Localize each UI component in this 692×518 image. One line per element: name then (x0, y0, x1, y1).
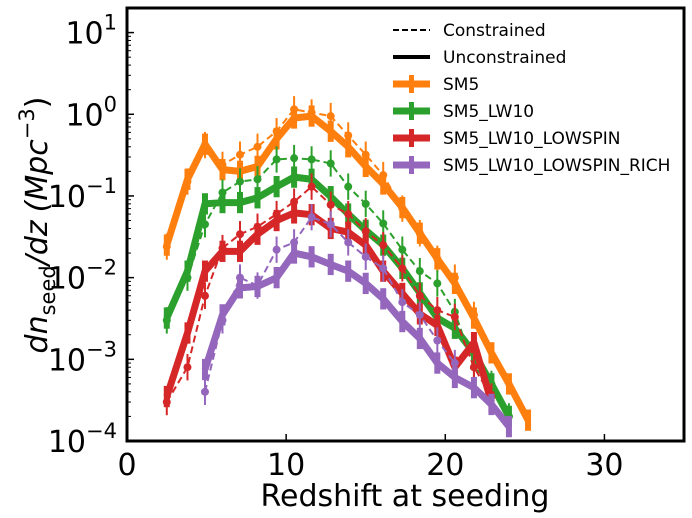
y-tick-exp: −4 (86, 419, 117, 443)
y-tick-label: 10−3 (48, 337, 117, 378)
x-tick-label: 10 (267, 448, 305, 483)
sm5-lw10-lowspin-rich-constrained-line (204, 215, 456, 393)
sm5-lw10-lowspin-rich-constrained-point (272, 245, 281, 254)
y-tick-label: 10−1 (48, 174, 117, 215)
legend: Constrained Unconstrained SM5 SM5_LW10 SM5_L… (393, 21, 670, 176)
sm5-lw10-lowspin-constrained-point (183, 363, 192, 372)
y-tick-base: 10 (65, 98, 103, 133)
x-tick-label: 30 (585, 448, 623, 483)
y-tick-exp: 1 (104, 11, 117, 35)
sm5-lw10-constrained-point (307, 155, 316, 164)
y-tick-exp: −2 (86, 256, 117, 280)
sm5-lw10-constrained-point (253, 175, 262, 184)
y-label-unit-exp: −3 (15, 108, 39, 139)
y-tick-exp: 0 (104, 92, 117, 116)
sm5-lw10-constrained-point (344, 182, 353, 191)
sm5-constrained-point (253, 142, 262, 151)
sm5-constrained-point (326, 112, 335, 121)
x-tick-label: 20 (426, 448, 464, 483)
x-tick-label: 0 (117, 448, 136, 483)
sm5-lw10-lowspin-rich-constrained-point (307, 213, 316, 222)
sm5-lw10-lowspin-constrained-point (361, 227, 370, 236)
legend-sm5-lw10-lowspin-label: SM5_LW10_LOWSPIN (443, 129, 620, 149)
sm5-lw10-lowspin-constrained-point (450, 312, 459, 321)
sm5-lw10-lowspin-rich-constrained-point (379, 264, 388, 273)
plot-frame (125, 6, 686, 443)
sm5-constrained-line (165, 108, 475, 316)
sm5-lw10-lowspin-rich-constrained-point (433, 336, 442, 345)
legend-sm5-label: SM5 (443, 75, 479, 95)
y-label-dz: /dz (20, 219, 55, 268)
sm5-lw10-constrained-point (433, 279, 442, 288)
sm5-lw10-lowspin-rich-constrained-point (415, 310, 424, 319)
y-tick-label: 10−4 (48, 419, 117, 460)
sm5-lw10-lowspin-rich-constrained-point (326, 220, 335, 229)
sm5-lw10-constrained-point (290, 154, 299, 163)
x-axis: 0 10 20 30 (117, 434, 624, 483)
y-tick-base: 10 (48, 425, 86, 460)
y-label-sub: seed (36, 265, 60, 315)
legend-sm5-lw10-label: SM5_LW10 (443, 102, 534, 122)
sm5-lw10-lowspin-rich-constrained-point (200, 387, 209, 396)
y-tick-base: 10 (48, 180, 86, 215)
y-tick-base: 10 (65, 17, 103, 52)
x-axis-label: Redshift at seeding (261, 479, 550, 514)
sm5-lw10-constrained-point (272, 155, 281, 164)
sm5-lw10-lowspin-constrained-point (307, 182, 316, 191)
legend-unconstrained-label: Unconstrained (443, 48, 566, 68)
y-label-dn: dn (20, 315, 55, 353)
y-tick-base: 10 (48, 262, 86, 297)
plot-background (127, 8, 684, 441)
sm5-lw10-lowspin-constrained-point (235, 230, 244, 239)
legend-sm5-lw10-lowspin-rich-label: SM5_LW10_LOWSPIN_RICH (443, 156, 670, 176)
sm5-lw10-lowspin-constrained-point (469, 363, 478, 372)
sm5-lw10-constrained-point (361, 199, 370, 208)
sm5-lw10-lowspin-constrained-point (326, 200, 335, 209)
sm5-lw10-constrained-point (235, 177, 244, 186)
y-tick-exp: −1 (86, 174, 117, 198)
legend-constrained-label: Constrained (443, 21, 546, 41)
y-tick-label: 100 (65, 92, 117, 133)
y-tick-base: 10 (48, 343, 86, 378)
y-axis-label: dnseed/dz (Mpc−3) (15, 97, 60, 354)
sm5-constrained-point (235, 150, 244, 159)
y-tick-label: 10−2 (48, 256, 117, 297)
sm5-lw10-lowspin-constrained-point (433, 306, 442, 315)
sm5-lw10-lowspin-rich-constrained-point (450, 359, 459, 368)
sm5-lw10-lowspin-rich-constrained-point (361, 252, 370, 261)
sm5-lw10-constrained-point (326, 159, 335, 168)
sm5-lw10-lowspin-constrained-point (344, 210, 353, 219)
series-layer (162, 96, 532, 438)
sm5-lw10-lowspin-constrained-point (200, 291, 209, 300)
y-label-unit: (Mpc (20, 139, 55, 213)
y-tick-exp: −3 (86, 337, 117, 361)
sm5-lw10-constrained-point (398, 245, 407, 254)
y-label-unit-close: ) (20, 97, 55, 109)
sm5-lw10-lowspin-constrained-point (415, 291, 424, 300)
sm5-lw10-constrained-point (415, 267, 424, 276)
sm5-lw10-lowspin-constrained-point (379, 241, 388, 250)
y-tick-label: 101 (65, 11, 117, 52)
sm5-lw10-lowspin-constrained-point (398, 264, 407, 273)
sm5-lw10-constrained-point (379, 219, 388, 228)
sm5-lw10-lowspin-rich-constrained-point (398, 298, 407, 307)
sm5-lw10-lowspin-rich-constrained-point (344, 238, 353, 247)
